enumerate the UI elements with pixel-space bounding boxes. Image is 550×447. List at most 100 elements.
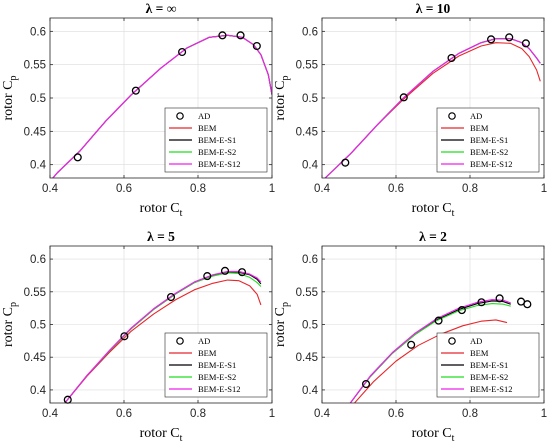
x-axis-label-sub: t: [180, 208, 183, 219]
series-line-bem-e-s12: [324, 38, 541, 178]
legend-label: AD: [470, 111, 482, 121]
ad-marker: [495, 294, 504, 303]
ad-marker: [361, 379, 371, 389]
series-line-bem-e-s12: [64, 270, 262, 403]
ad-marker: [120, 332, 129, 341]
x-tick-label: 0.6: [388, 183, 404, 195]
ad-marker: [73, 153, 82, 162]
ad-marker: [166, 292, 176, 302]
legend: AD BEM BEM-E-S1 BEM-E-S2 BEM-E-S12: [164, 107, 268, 173]
y-tick-label: 0.55: [24, 60, 46, 72]
legend: AD BEM BEM-E-S1 BEM-E-S2 BEM-E-S12: [164, 332, 268, 398]
ad-marker: [407, 340, 416, 349]
y-tick-label: 0.5: [30, 93, 46, 105]
legend: AD BEM BEM-E-S1 BEM-E-S2 BEM-E-S12: [436, 332, 540, 398]
legend-label: BEM: [198, 348, 217, 358]
y-tick-label: 0.6: [30, 254, 46, 266]
legend-label: BEM-E-S12: [198, 384, 241, 394]
chart-title: λ = 2: [419, 229, 447, 244]
x-tick-label: 1: [541, 408, 547, 420]
chart-panel-4: 0.4 0.6 0.8 1 0.4 0.45 0.5 0.55 0.6 λ = 2 rotor Ct…: [273, 229, 547, 444]
x-tick-label: 0.8: [190, 183, 206, 195]
legend: AD BEM BEM-E-S1 BEM-E-S2 BEM-E-S12: [436, 107, 540, 173]
legend-label: BEM-E-S1: [198, 135, 236, 145]
x-tick-label: 0.8: [462, 408, 478, 420]
y-tick-label: 0.4: [302, 160, 319, 172]
series-line-bem-e-s12: [349, 299, 511, 403]
ad-marker: [523, 300, 532, 309]
x-axis-label: rotor Ct: [140, 201, 183, 219]
x-axis-label-sub: t: [180, 433, 183, 444]
legend-label: BEM-E-S12: [198, 159, 241, 169]
legend-marker-ad: [448, 337, 456, 345]
legend-marker-ad: [176, 337, 184, 345]
y-tick-label: 0.6: [302, 254, 318, 266]
x-tick-label: 0.4: [42, 183, 59, 195]
y-tick-label: 0.45: [296, 352, 318, 364]
legend-label: BEM-E-S2: [198, 147, 236, 157]
y-axis-label: rotor Cp: [1, 75, 19, 120]
ad-marker: [203, 272, 212, 281]
x-tick-label: 0.8: [190, 408, 206, 420]
x-tick-label: 0.8: [462, 183, 478, 195]
y-tick-label: 0.55: [296, 60, 318, 72]
legend-label: AD: [198, 336, 210, 346]
legend-label: BEM-E-S1: [470, 135, 508, 145]
legend-label: BEM-E-S12: [470, 159, 513, 169]
x-tick-label: 1: [269, 183, 275, 195]
series-group: [64, 270, 262, 403]
y-tick-label: 0.5: [30, 320, 46, 332]
chart-panel-1: 0.4 0.6 0.8 1 0.4 0.45 0.5 0.55 0.6 λ = ∞ rotor Ct…: [1, 1, 275, 219]
y-tick-label: 0.5: [302, 320, 318, 332]
chart-title: λ = 5: [147, 229, 175, 244]
legend-label: BEM-E-S1: [470, 360, 508, 370]
ad-marker: [220, 266, 230, 275]
x-axis-label-sub: t: [452, 433, 455, 444]
legend-label: AD: [198, 111, 210, 121]
x-tick-label: 1: [541, 183, 547, 195]
x-axis-label: rotor Ct: [412, 201, 455, 219]
legend-label: BEM: [470, 348, 489, 358]
ad-marker: [457, 306, 466, 315]
chart-title: λ = ∞: [146, 1, 177, 16]
ad-marker: [131, 86, 140, 95]
y-tick-label: 0.6: [30, 26, 46, 38]
ad-marker: [252, 41, 261, 51]
chart-panel-2: 0.4 0.6 0.8 1 0.4 0.45 0.5 0.55 0.6 λ = 10 rotor C…: [273, 1, 547, 219]
y-tick-label: 0.6: [302, 26, 318, 38]
x-tick-label: 0.4: [42, 408, 59, 420]
series-group: [52, 34, 272, 178]
y-tick-label: 0.45: [24, 352, 46, 364]
ad-marker: [237, 268, 247, 277]
ad-marker: [236, 31, 245, 40]
chart-panel-3: 0.4 0.6 0.8 1 0.4 0.45 0.5 0.55 0.6 λ = 5 rotor Ct…: [1, 229, 275, 444]
ad-marker: [178, 47, 187, 57]
y-axis-label-sub: p: [8, 75, 19, 80]
x-tick-label: 1: [269, 408, 275, 420]
y-tick-label: 0.4: [30, 160, 47, 172]
y-tick-label: 0.4: [30, 385, 47, 397]
y-tick-label: 0.55: [296, 287, 318, 299]
x-axis-label: rotor Ct: [140, 426, 183, 444]
ad-marker: [477, 298, 486, 307]
x-axis-label: rotor Ct: [412, 426, 455, 444]
legend-label: BEM: [198, 123, 217, 133]
x-axis-label-sub: t: [452, 208, 455, 219]
legend-marker-ad: [176, 112, 184, 120]
legend-marker-ad: [448, 112, 456, 120]
x-tick-label: 0.4: [314, 183, 331, 195]
y-axis-label: rotor Cp: [273, 302, 291, 347]
x-tick-label: 0.4: [314, 408, 331, 420]
y-tick-label: 0.4: [302, 385, 319, 397]
ad-marker: [434, 316, 443, 325]
y-tick-label: 0.45: [296, 126, 318, 138]
series-line-bem: [64, 279, 262, 403]
ad-marker: [447, 53, 456, 63]
ad-marker: [505, 33, 514, 42]
y-axis-label-sub: p: [8, 302, 19, 307]
ad-marker: [218, 31, 227, 40]
x-tick-label: 0.6: [388, 408, 404, 420]
ad-marker: [521, 39, 530, 48]
x-tick-label: 0.6: [116, 408, 132, 420]
series-line-bem-e-s12: [52, 34, 272, 178]
